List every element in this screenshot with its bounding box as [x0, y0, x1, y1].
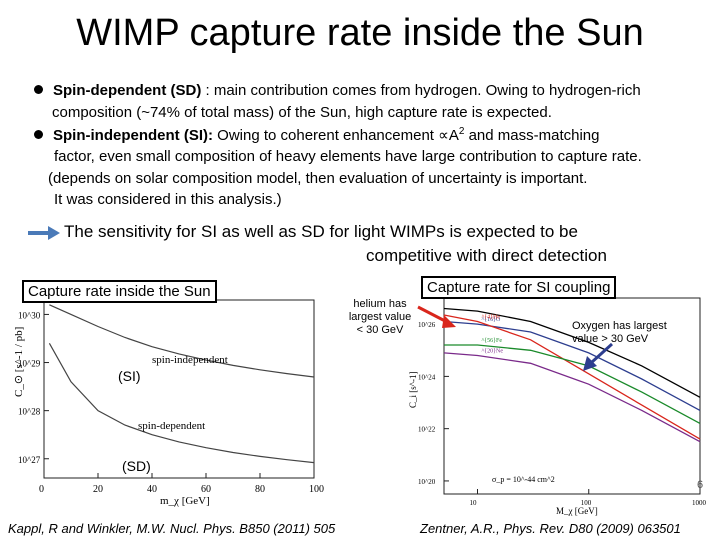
right-series-line-4 — [443, 352, 701, 443]
left-series-label-sd: spin-dependent — [138, 420, 205, 432]
page-number: 6 — [697, 479, 704, 491]
left-xtick-label: 80 — [255, 484, 265, 495]
right-xtick-label: 1000 — [692, 499, 707, 507]
left-ytick-label: 10^29 — [18, 359, 41, 369]
oxygen-note-line: Oxygen has largest — [572, 320, 667, 332]
right-ytick-label: 10^26 — [418, 321, 436, 329]
bullet-sd-heading: Spin-dependent (SD) — [53, 82, 202, 99]
bullet-sd-text: : main contribution comes from hydrogen.… — [201, 82, 641, 99]
right-series-line-0 — [443, 307, 701, 398]
right-ytick-label: 10^24 — [418, 373, 436, 381]
right-arrow-icon — [28, 226, 60, 240]
left-xtick-label: 40 — [147, 484, 157, 495]
right-series-label: ^{56}Fe — [481, 338, 502, 344]
left-capture-chart: 10^27 10^28 10^29 10^30 0 20 40 60 80 100 C_⊙ [s… — [13, 299, 324, 507]
slide-title: WIMP capture rate inside the Sun — [76, 12, 644, 54]
bullet-si-line1: Spin-independent (SI): Owing to coherent… — [34, 126, 599, 144]
helium-note-line: < 30 GeV — [356, 324, 404, 336]
conclusion-line1: The sensitivity for SI as well as SD for… — [64, 222, 578, 241]
right-series-label: ^{16}O — [481, 317, 501, 323]
right-xlabel: M_χ [GeV] — [556, 506, 598, 516]
right-panel-label: Capture rate for SI coupling — [421, 276, 617, 299]
right-series-line-1 — [443, 320, 701, 411]
right-xtick-label: 100 — [581, 499, 592, 507]
left-xtick-label: 20 — [93, 484, 103, 495]
right-capture-chart: 10^26 10^24 10^22 10^20 10 100 1000 ^{16}O^{4… — [408, 297, 707, 516]
left-xtick-label: 100 — [309, 484, 324, 495]
right-ytick-label: 10^20 — [418, 478, 436, 486]
bullet-si-text-a: Owing to coherent enhancement — [212, 127, 439, 144]
left-ytick-label: 10^27 — [18, 455, 41, 465]
bullet-sd-line2: composition (~74% of total mass) of the … — [52, 104, 552, 121]
left-series-line-1 — [48, 343, 315, 464]
bullet-si-text-b: and mass-matching — [464, 127, 600, 144]
helium-note-line: helium has — [353, 298, 407, 310]
right-ytick-label: 10^22 — [418, 426, 436, 434]
bullet-si-line4: It was considered in this analysis.) — [54, 191, 282, 208]
left-series-line-0 — [49, 304, 315, 378]
oxygen-note-line: value > 30 GeV — [572, 333, 649, 345]
left-ytick-label: 10^30 — [18, 310, 41, 320]
left-xtick-label: 0 — [39, 484, 44, 495]
superscript-two: 2 — [458, 126, 465, 137]
oxygen-arrowhead-icon — [583, 356, 597, 371]
bullet-dot-icon — [34, 130, 43, 139]
oxygen-pointer-arrow — [590, 342, 614, 364]
bullet-si-line2: factor, even small composition of heavy … — [54, 148, 642, 165]
left-citation: Kappl, R and Winkler, M.W. Nucl. Phys. B… — [8, 521, 336, 536]
helium-note-line: largest value — [348, 311, 412, 323]
bullet-si-heading: Spin-independent (SI): — [53, 127, 213, 144]
right-series-line-2 — [443, 314, 701, 440]
left-xtick-label: 60 — [201, 484, 211, 495]
left-series-label-si: spin-independent — [152, 354, 228, 366]
si-annotation: (SI) — [118, 368, 141, 384]
left-xlabel: m_χ [GeV] — [160, 495, 210, 507]
sd-annotation: (SD) — [122, 458, 151, 474]
left-panel-label: Capture rate inside the Sun — [22, 280, 217, 303]
right-xtick-label: 10 — [469, 499, 477, 507]
right-series-line-3 — [444, 344, 701, 424]
left-ytick-label: 10^28 — [18, 407, 41, 417]
bullet-dot-icon — [34, 85, 43, 94]
bullet-sd-line1: Spin-dependent (SD) : main contribution … — [34, 82, 641, 99]
mass-number-a: A — [448, 127, 459, 144]
right-series-label: ^{4}He — [481, 315, 500, 321]
helium-arrowhead-icon — [442, 315, 456, 328]
proportional-symbol: ∝ — [438, 127, 449, 144]
right-series-label: ^{20}Ne — [481, 348, 503, 354]
right-ylabel: C_i [s^-1] — [408, 372, 418, 408]
left-ylabel: C_⊙ [s^-1 / pb] — [13, 327, 25, 397]
conclusion-line2: competitive with direct detection — [366, 246, 607, 265]
right-sigma-annotation: σ_p = 10^-44 cm^2 — [492, 475, 555, 484]
helium-pointer-arrow — [417, 305, 448, 324]
oxygen-note: Oxygen has largest value > 30 GeV — [572, 320, 667, 346]
right-citation: Zentner, A.R., Phys. Rev. D80 (2009) 063… — [420, 521, 681, 536]
bullet-si-line3: (depends on solar composition model, the… — [48, 170, 588, 187]
helium-note: helium has largest value < 30 GeV — [340, 298, 420, 337]
